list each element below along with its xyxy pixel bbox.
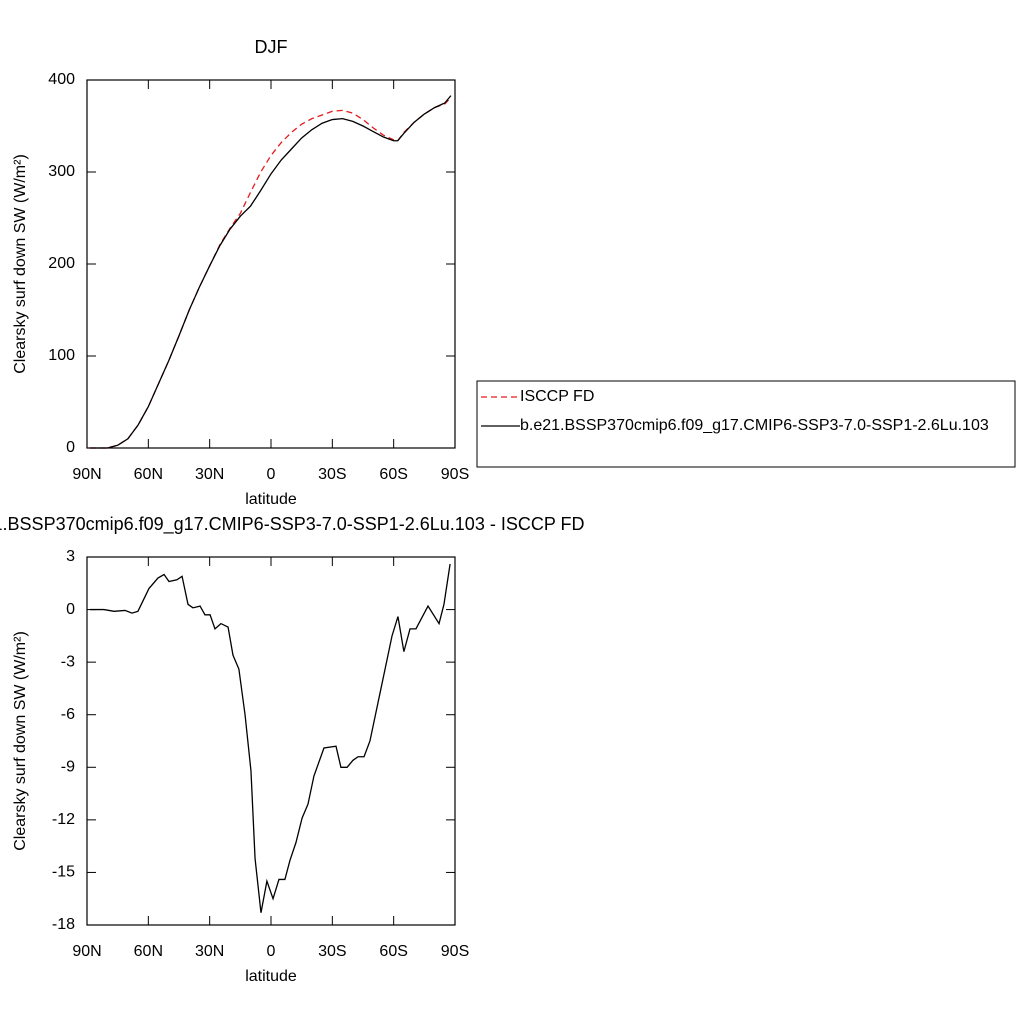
plot-frame bbox=[86, 79, 456, 449]
x-tick-label: 90S bbox=[441, 466, 469, 483]
x-tick-label: 30S bbox=[318, 466, 346, 483]
y-tick-label: -9 bbox=[61, 759, 75, 776]
y-tick-label: 100 bbox=[48, 347, 75, 364]
x-tick-label: 60S bbox=[379, 466, 407, 483]
x-tick-label: 60N bbox=[134, 466, 163, 483]
legend-label: ISCCP FD bbox=[520, 388, 594, 405]
x-axis-label: latitude bbox=[245, 491, 297, 508]
x-tick-label: 60S bbox=[379, 943, 407, 960]
y-tick-label: -15 bbox=[52, 864, 75, 881]
y-tick-label: -3 bbox=[61, 653, 75, 670]
x-tick-label: 60N bbox=[134, 943, 163, 960]
data-line bbox=[90, 95, 452, 449]
y-tick-label: -6 bbox=[61, 706, 75, 723]
y-tick-label: -18 bbox=[52, 916, 75, 933]
x-tick-label: 90N bbox=[72, 466, 101, 483]
x-tick-label: 30N bbox=[195, 943, 224, 960]
legend-label: b.e21.BSSP370cmip6.f09_g17.CMIP6-SSP3-7.… bbox=[520, 417, 989, 434]
plot-frame bbox=[86, 556, 456, 926]
x-tick-label: 30N bbox=[195, 466, 224, 483]
y-axis-label: Clearsky surf down SW (W/m²) bbox=[12, 631, 29, 851]
x-tick-label: 0 bbox=[267, 466, 276, 483]
x-axis-label: latitude bbox=[245, 968, 297, 985]
y-tick-label: 0 bbox=[66, 601, 75, 618]
chart-title: DJF bbox=[255, 37, 288, 57]
data-line bbox=[90, 97, 452, 449]
y-tick-label: 3 bbox=[66, 548, 75, 565]
x-tick-label: 90N bbox=[72, 943, 101, 960]
y-tick-label: 200 bbox=[48, 255, 75, 272]
y-tick-label: 300 bbox=[48, 163, 75, 180]
y-axis-label: Clearsky surf down SW (W/m²) bbox=[12, 154, 29, 374]
y-tick-label: 400 bbox=[48, 71, 75, 88]
chart-title: b.e21.BSSP370cmip6.f09_g17.CMIP6-SSP3-7.… bbox=[0, 514, 585, 535]
x-tick-label: 0 bbox=[267, 943, 276, 960]
y-tick-label: 0 bbox=[66, 439, 75, 456]
y-tick-label: -12 bbox=[52, 811, 75, 828]
data-line bbox=[90, 563, 451, 913]
x-tick-label: 90S bbox=[441, 943, 469, 960]
x-tick-label: 30S bbox=[318, 943, 346, 960]
legend-box bbox=[476, 380, 1016, 468]
